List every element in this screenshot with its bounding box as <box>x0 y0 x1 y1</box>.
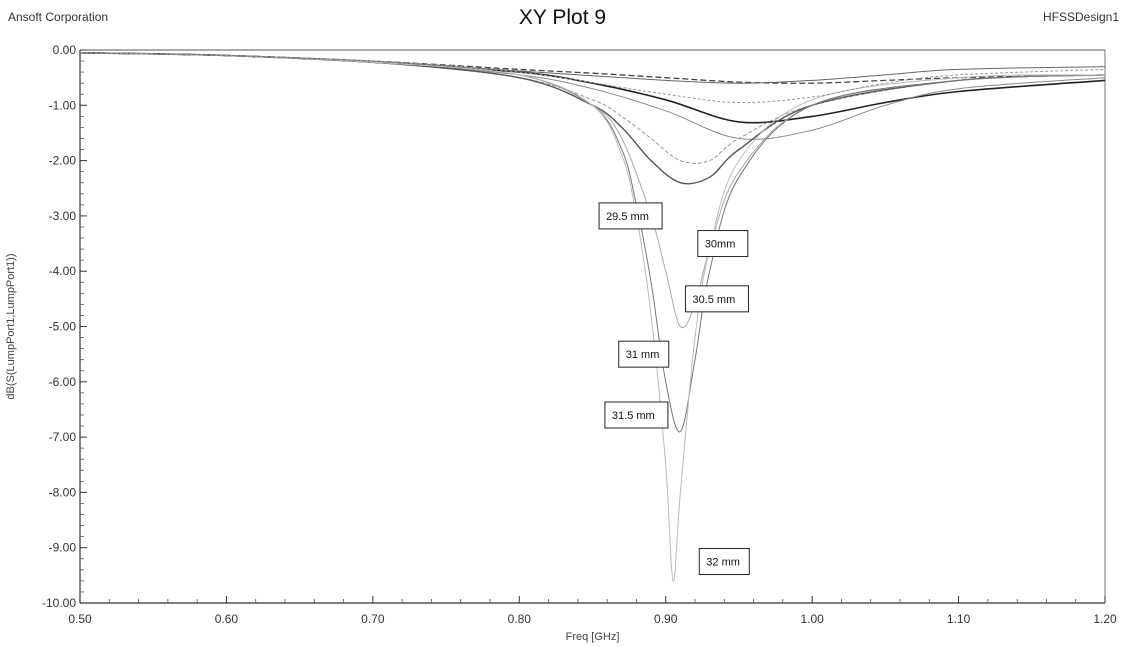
y-tick-label: -8.00 <box>49 485 77 499</box>
x-tick-label: 0.50 <box>68 612 92 626</box>
y-tick-label: -9.00 <box>49 541 77 555</box>
y-tick-label: -4.00 <box>49 264 77 278</box>
annotation-text: 30mm <box>705 239 736 251</box>
x-tick-label: 0.70 <box>361 612 385 626</box>
y-tick-label: -1.00 <box>49 98 77 112</box>
annotation-label: 31 mm <box>619 341 669 367</box>
annotation-text: 31.5 mm <box>612 410 655 422</box>
annotation-text: 31 mm <box>626 349 660 361</box>
annotation-label: 30.5 mm <box>685 286 748 312</box>
x-axis-label: Freq [GHz] <box>566 631 620 643</box>
series-line-5 <box>80 53 1105 184</box>
annotation-text: 29.5 mm <box>606 211 649 223</box>
annotation-label: 29.5 mm <box>599 203 662 229</box>
annotation-label: 32 mm <box>699 549 749 575</box>
annotation-label: 31.5 mm <box>605 402 668 428</box>
x-tick-label: 0.80 <box>508 612 532 626</box>
x-tick-label: 0.90 <box>654 612 678 626</box>
y-tick-label: -6.00 <box>49 375 77 389</box>
y-tick-label: -10.00 <box>42 596 76 610</box>
y-tick-label: -7.00 <box>49 430 77 444</box>
series-line-6 <box>80 53 1105 328</box>
y-tick-label: 0.00 <box>53 43 77 57</box>
series-line-3 <box>80 53 1105 140</box>
x-tick-label: 1.20 <box>1093 612 1117 626</box>
y-tick-label: -5.00 <box>49 320 77 334</box>
annotation-text: 32 mm <box>706 557 740 569</box>
y-axis-label: dB(S(LumpPort1,LumpPort1)) <box>5 253 17 399</box>
y-tick-label: -2.00 <box>49 154 77 168</box>
series-line-10 <box>80 53 1105 103</box>
annotation-label: 30mm <box>698 231 748 257</box>
y-tick-label: -3.00 <box>49 209 77 223</box>
x-tick-label: 0.60 <box>215 612 239 626</box>
annotation-text: 30.5 mm <box>692 294 735 306</box>
x-tick-label: 1.00 <box>800 612 824 626</box>
x-tick-label: 1.10 <box>947 612 971 626</box>
series-line-7 <box>80 53 1105 432</box>
series-line-2 <box>80 53 1105 123</box>
series-line-8 <box>80 53 1105 581</box>
